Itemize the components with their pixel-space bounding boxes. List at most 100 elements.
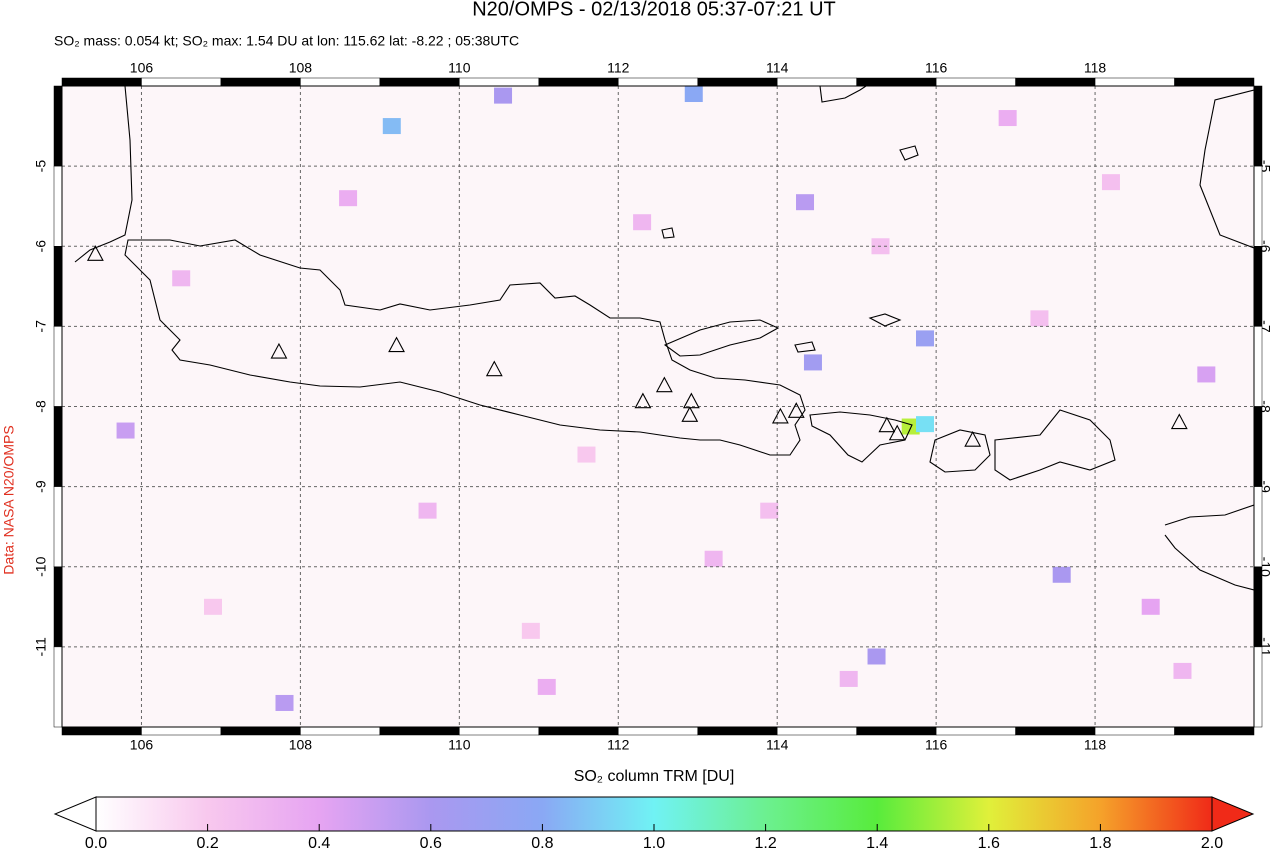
x-tick-label: 110 xyxy=(448,737,471,753)
frame-segment xyxy=(776,726,857,736)
frame-segment xyxy=(1253,406,1263,487)
frame-segment xyxy=(697,726,778,736)
so2-pixel xyxy=(1052,566,1071,583)
so2-pixel xyxy=(494,87,513,104)
coastlines xyxy=(74,86,1254,591)
volcano xyxy=(388,336,405,353)
colorbar-over-arrow xyxy=(1211,796,1255,832)
frame-segment xyxy=(53,85,63,167)
frame-segment xyxy=(1094,726,1175,736)
so2-pixel xyxy=(867,648,886,665)
x-tick-label: 116 xyxy=(925,60,948,76)
y-tick-label: -10 xyxy=(33,556,49,576)
so2-pixel xyxy=(704,550,723,567)
so2-pixel xyxy=(1197,366,1216,383)
frame-segment xyxy=(53,566,63,648)
coast-flores xyxy=(1199,89,1254,249)
frame-segment xyxy=(1015,726,1096,736)
frame-segment xyxy=(618,726,698,736)
volcano xyxy=(964,430,982,447)
frame-segment xyxy=(220,726,301,736)
title: N20/OMPS - 02/13/2018 05:37-07:21 UT xyxy=(472,0,836,20)
so2-pixel xyxy=(633,214,652,231)
coast-java xyxy=(124,239,806,456)
volcano xyxy=(681,406,699,422)
coast-sumba xyxy=(1164,504,1254,591)
frame-segment xyxy=(1253,165,1263,247)
so2-pixel xyxy=(1030,310,1049,327)
frame-segment xyxy=(776,77,857,87)
so2-pixel xyxy=(916,330,935,347)
volcano xyxy=(270,342,288,359)
so2-pixel xyxy=(339,190,358,207)
subtitle: SO₂ mass: 0.054 kt; SO₂ max: 1.54 DU at … xyxy=(54,33,519,49)
so2-pixel xyxy=(116,422,135,439)
colorbar-tick-label: 1.8 xyxy=(1089,835,1111,852)
pixel-layer xyxy=(116,86,1216,711)
so2-pixel xyxy=(684,86,703,103)
coast-borneo xyxy=(819,86,867,103)
y-tick-label: -8 xyxy=(33,400,49,413)
so2-pixel xyxy=(998,110,1017,127)
frame-segment xyxy=(1253,566,1263,648)
x-tick-label: 108 xyxy=(289,60,313,76)
frame-segment xyxy=(379,726,460,736)
frame-segment xyxy=(935,726,1016,736)
y-tick-label: -5 xyxy=(33,160,49,173)
y-tick-label: -6 xyxy=(33,240,49,253)
frame-segment xyxy=(1253,646,1263,728)
frame-segment xyxy=(856,726,937,736)
frame-segment xyxy=(935,77,1016,87)
volcano xyxy=(634,392,652,409)
so2-pixel xyxy=(537,678,556,695)
frame-segment xyxy=(1253,326,1263,407)
grid-layer xyxy=(62,86,1254,727)
colorbar-tick-label: 0.8 xyxy=(531,835,553,852)
credit: Data: NASA N20/OMPS xyxy=(1,425,17,574)
colorbar-tick-label: 2.0 xyxy=(1201,835,1223,852)
so2-pixel xyxy=(172,270,191,287)
frame-segment xyxy=(141,726,222,736)
so2-pixel xyxy=(1141,598,1160,615)
frame-segment xyxy=(300,77,381,87)
volcano xyxy=(787,402,805,418)
so2-pixel xyxy=(760,502,779,519)
x-tick-label: 118 xyxy=(1084,60,1107,76)
x-tick-label: 112 xyxy=(607,737,630,753)
colorbar-tick-label: 1.0 xyxy=(643,835,665,852)
colorbar-tick-label: 1.6 xyxy=(978,835,1000,852)
frame-segment xyxy=(61,726,142,736)
frame-segment xyxy=(1015,77,1096,87)
x-tick-label: 108 xyxy=(289,737,313,753)
y-tick-label: -7 xyxy=(33,320,49,333)
so2-pixel xyxy=(1101,174,1120,191)
so2-pixel xyxy=(382,118,401,135)
colorbar-tick-label: 0.4 xyxy=(308,835,330,852)
so2-pixel xyxy=(203,598,222,615)
volcano xyxy=(878,416,896,433)
frame-segment xyxy=(618,77,698,87)
volcano xyxy=(682,392,700,409)
frame-segment xyxy=(1094,77,1175,87)
frame-segment xyxy=(697,77,778,87)
frame-segment xyxy=(141,77,222,87)
coast-sumbawa xyxy=(994,409,1116,481)
volcano xyxy=(1170,413,1188,430)
x-tick-label: 114 xyxy=(766,60,789,76)
x-tick-label: 106 xyxy=(130,60,154,76)
colorbar-tick-label: 1.4 xyxy=(866,835,888,852)
x-tick-label: 116 xyxy=(925,737,948,753)
volcano xyxy=(655,376,673,393)
frame-segment xyxy=(1253,246,1263,327)
so2-pixel xyxy=(577,446,596,463)
volcano-layer xyxy=(86,245,1188,447)
so2-pixel xyxy=(1173,662,1192,679)
frame-segment xyxy=(1253,486,1263,567)
colorbar-tick-label: 1.2 xyxy=(754,835,776,852)
coast-sumatra xyxy=(74,86,133,263)
frame-segment xyxy=(1174,726,1255,736)
frame-segment xyxy=(53,246,63,327)
frame-segment xyxy=(300,726,381,736)
frame-segment xyxy=(459,77,540,87)
